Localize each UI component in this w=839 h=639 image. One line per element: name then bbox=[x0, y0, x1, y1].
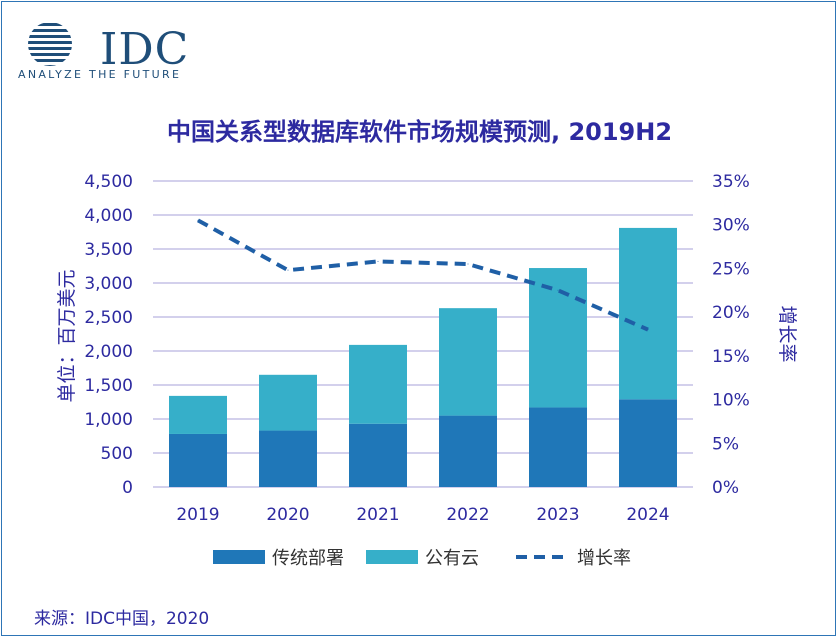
y-tick-label: 0 bbox=[122, 478, 133, 498]
y-tick-label: 3,500 bbox=[84, 240, 133, 260]
y-tick-label: 1,000 bbox=[84, 410, 133, 430]
y2-tick-label: 0% bbox=[712, 478, 739, 498]
legend-label-traditional: 传统部署 bbox=[272, 548, 344, 569]
y2-tick-label: 5% bbox=[712, 434, 739, 454]
y2-tick-label: 15% bbox=[712, 347, 750, 367]
y-tick-label: 500 bbox=[101, 444, 133, 464]
logo-tagline: ANALYZE THE FUTURE bbox=[18, 68, 182, 81]
y2-tick-label: 20% bbox=[712, 303, 750, 323]
x-tick-label: 2020 bbox=[266, 505, 309, 525]
x-tick-label: 2019 bbox=[176, 505, 219, 525]
bar-cloud bbox=[349, 344, 407, 424]
legend-label-growth: 增长率 bbox=[577, 548, 631, 569]
bar-traditional bbox=[439, 415, 497, 487]
growth-point bbox=[287, 269, 289, 271]
y-tick-label: 1,500 bbox=[84, 376, 133, 396]
y2-tick-label: 25% bbox=[712, 259, 750, 279]
bar-traditional bbox=[349, 423, 407, 487]
growth-point bbox=[647, 329, 649, 331]
bar-cloud bbox=[439, 308, 497, 416]
y2-tick-label: 10% bbox=[712, 391, 750, 411]
growth-point bbox=[467, 263, 469, 265]
y-tick-label: 2,500 bbox=[84, 308, 133, 328]
bar-cloud bbox=[529, 268, 587, 408]
idc-logo: IDC ANALYZE THE FUTURE bbox=[18, 16, 218, 86]
y-tick-label: 3,000 bbox=[84, 274, 133, 294]
bar-cloud bbox=[169, 395, 227, 434]
legend-swatch-cloud bbox=[366, 550, 418, 564]
bar-cloud bbox=[619, 227, 677, 400]
x-tick-label: 2022 bbox=[446, 505, 489, 525]
source-note: 来源：IDC中国，2020 bbox=[34, 609, 210, 629]
growth-line bbox=[197, 218, 649, 332]
y-tick-label: 4,500 bbox=[84, 172, 133, 192]
bar-traditional bbox=[169, 433, 227, 487]
y2-tick-label: 35% bbox=[712, 172, 750, 192]
bar-traditional bbox=[619, 399, 677, 487]
growth-point bbox=[197, 219, 199, 221]
y-tick-label: 2,000 bbox=[84, 342, 133, 362]
bar-traditional bbox=[259, 430, 317, 487]
x-tick-label: 2021 bbox=[356, 505, 399, 525]
chart-area: 0 500 1,000 1,500 2,000 2,500 3,000 3,500 4,000 4… bbox=[56, 172, 798, 569]
y2-axis-title: 增长率 bbox=[776, 305, 798, 362]
chart-title: 中国关系型数据库软件市场规模预测, 2019H2 bbox=[166, 118, 673, 146]
growth-point bbox=[377, 260, 379, 262]
y-axis-title: 单位：百万美元 bbox=[56, 269, 78, 402]
bar-cloud bbox=[259, 374, 317, 431]
globe-icon bbox=[28, 23, 72, 66]
legend-swatch-traditional bbox=[213, 550, 265, 564]
y2-tick-label: 30% bbox=[712, 216, 750, 236]
y-tick-label: 4,000 bbox=[84, 206, 133, 226]
x-tick-label: 2024 bbox=[626, 505, 669, 525]
x-tick-label: 2023 bbox=[536, 505, 579, 525]
bar-traditional bbox=[529, 407, 587, 487]
legend-label-cloud: 公有云 bbox=[425, 548, 479, 569]
growth-point bbox=[557, 289, 559, 291]
logo-brand: IDC bbox=[100, 24, 190, 75]
